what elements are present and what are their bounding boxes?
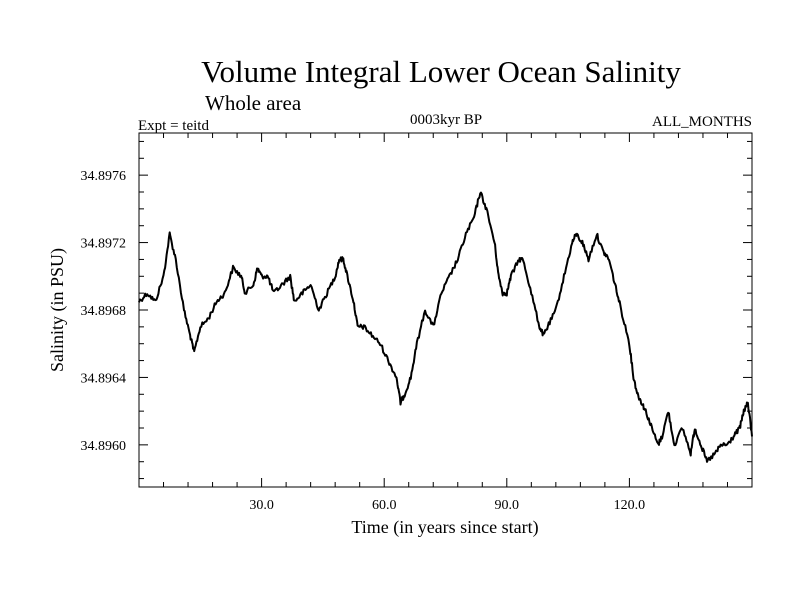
chart-subtitle: Whole area bbox=[205, 91, 302, 115]
x-axis-label: Time (in years since start) bbox=[351, 517, 538, 538]
plot-frame bbox=[138, 132, 753, 488]
y-axis-label: Salinity (in PSU) bbox=[47, 248, 68, 372]
period-label: 0003kyr BP bbox=[410, 112, 482, 128]
y-tick-label: 34.8964 bbox=[81, 371, 127, 386]
x-tick-label: 60.0 bbox=[372, 498, 397, 513]
axis-ticks bbox=[139, 133, 752, 487]
y-tick-label: 34.8972 bbox=[81, 237, 127, 252]
x-tick-label: 30.0 bbox=[249, 498, 274, 513]
chart-title: Volume Integral Lower Ocean Salinity bbox=[201, 54, 681, 89]
y-tick-label: 34.8960 bbox=[81, 439, 127, 454]
x-tick-label: 120.0 bbox=[614, 498, 646, 513]
y-tick-label: 34.8968 bbox=[81, 304, 127, 319]
tick-labels: 30.0 60.0 90.0 120.0 34.8960 34.8964 34.8968 34… bbox=[81, 169, 646, 513]
months-label: ALL_MONTHS bbox=[652, 114, 752, 130]
x-tick-label: 90.0 bbox=[495, 498, 520, 513]
expt-label: Expt = teitd bbox=[138, 118, 209, 134]
y-tick-label: 34.8976 bbox=[81, 169, 127, 184]
salinity-series-line bbox=[138, 191, 753, 463]
